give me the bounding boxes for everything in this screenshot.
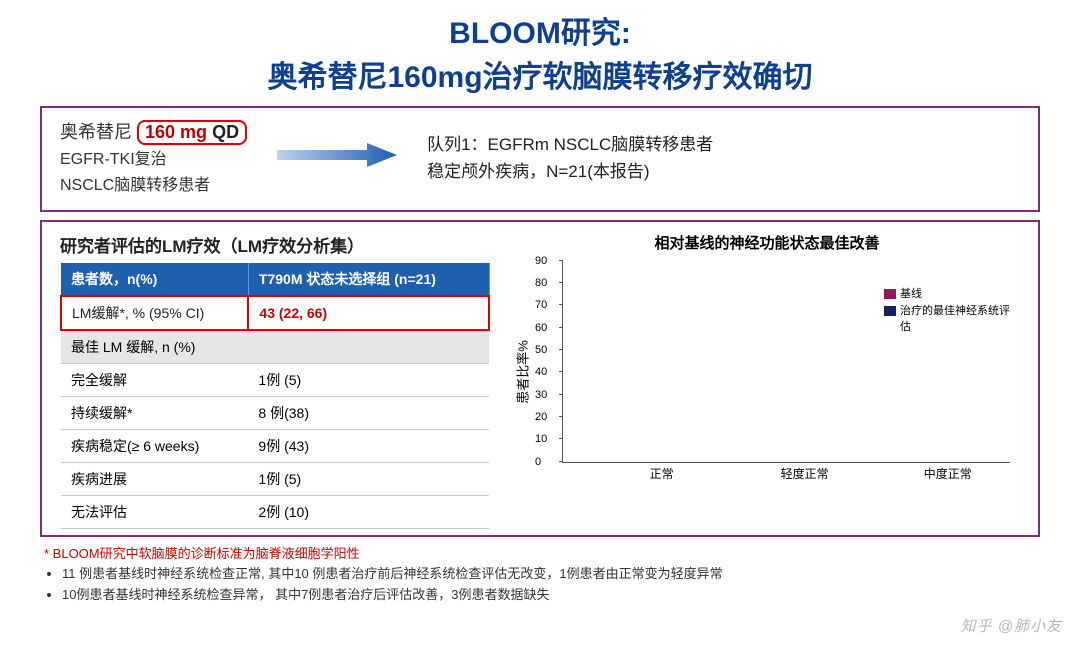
table-title: 研究者评估的LM疗效（LM疗效分析集） [60, 232, 490, 257]
title-line-1: BLOOM研究: [0, 8, 1080, 52]
dosage-block: 奥希替尼 160 mg QD EGFR-TKI复治 NSCLC脑膜转移患者 [60, 118, 247, 198]
chart-title: 相对基线的神经功能状态最佳改善 [514, 232, 1020, 253]
results-box: 研究者评估的LM疗效（LM疗效分析集） 患者数，n(%) T790M 状态未选择… [40, 220, 1040, 537]
chart-section: 相对基线的神经功能状态最佳改善 患者比率% 010203040506070809… [514, 232, 1020, 529]
dosage-badge: 160 mg QD [137, 120, 247, 145]
lm-table-section: 研究者评估的LM疗效（LM疗效分析集） 患者数，n(%) T790M 状态未选择… [60, 232, 490, 529]
table-row: 疾病进展1例 (5) [61, 462, 489, 495]
dosage-sub1: EGFR-TKI复治 [60, 149, 247, 171]
chart-legend: 基线治疗的最佳神经系统评估 [884, 287, 1010, 337]
bar-chart: 患者比率% 0102030405060708090正常轻度正常中度正常 基线治疗… [562, 257, 1010, 487]
footnote-1: 11 例患者基线时神经系统检查正常, 其中10 例患者治疗前后神经系统检查评估无… [62, 564, 1036, 585]
table-row: 无法评估2例 (10) [61, 495, 489, 528]
watermark: 知乎 @肺小友 [961, 615, 1062, 636]
table-col2: T790M 状态未选择组 (n=21) [248, 263, 489, 296]
footnote-2: 10例患者基线时神经系统检查异常， 其中7例患者治疗后评估改善，3例患者数据缺失 [62, 585, 1036, 606]
x-axis-label: 正常 [617, 465, 707, 482]
footnote-list: 11 例患者基线时神经系统检查正常, 其中10 例患者治疗前后神经系统检查评估无… [44, 564, 1036, 606]
table-row: 持续缓解*8 例(38) [61, 396, 489, 429]
legend-item: 基线 [884, 287, 1010, 302]
dosage-suffix: QD [212, 122, 239, 142]
x-axis-label: 中度正常 [903, 465, 993, 482]
table-row: 最佳 LM 缓解, n (%) [61, 330, 489, 364]
title-line-2: 奥希替尼160mg治疗软脑膜转移疗效确切 [0, 52, 1080, 96]
table-row: 完全缓解1例 (5) [61, 363, 489, 396]
arrow-icon [277, 141, 397, 174]
table-row: LM缓解*, % (95% CI)43 (22, 66) [61, 296, 489, 330]
legend-item: 治疗的最佳神经系统评估 [884, 304, 1010, 335]
lm-efficacy-table: 患者数，n(%) T790M 状态未选择组 (n=21) LM缓解*, % (9… [60, 263, 490, 529]
cohort-block: 队列1：EGFRm NSCLC脑膜转移患者 稳定颅外疾病，N=21(本报告) [427, 131, 1020, 185]
page-title: BLOOM研究: 奥希替尼160mg治疗软脑膜转移疗效确切 [0, 0, 1080, 106]
cohort-line1: 队列1：EGFRm NSCLC脑膜转移患者 [427, 131, 1020, 158]
table-col1: 患者数，n(%) [61, 263, 248, 296]
cohort-line2: 稳定颅外疾病，N=21(本报告) [427, 158, 1020, 185]
study-design-box: 奥希替尼 160 mg QD EGFR-TKI复治 NSCLC脑膜转移患者 队列… [40, 106, 1040, 212]
y-axis-label: 患者比率% [513, 340, 532, 404]
dosage-prefix: 奥希替尼 [60, 122, 132, 142]
footnote-red: * BLOOM研究中软脑膜的诊断标准为脑脊液细胞学阳性 [44, 543, 1036, 562]
dosage-value: 160 mg [145, 122, 207, 142]
x-axis-label: 轻度正常 [760, 465, 850, 482]
table-row: 疾病稳定(≥ 6 weeks)9例 (43) [61, 429, 489, 462]
dosage-sub2: NSCLC脑膜转移患者 [60, 175, 247, 197]
